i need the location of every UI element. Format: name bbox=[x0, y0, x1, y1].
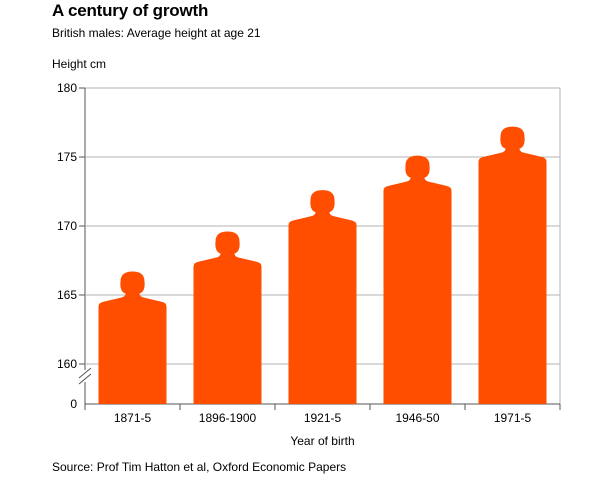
y-tick-label-zero: 0 bbox=[70, 397, 77, 411]
axis-break-mark bbox=[78, 373, 92, 385]
y-tick-label: 175 bbox=[57, 150, 77, 164]
axis-break-mark bbox=[78, 367, 92, 379]
bar-silhouette bbox=[288, 190, 357, 404]
y-axis-label: Height cm bbox=[52, 57, 106, 71]
x-tick-label: 1946-50 bbox=[395, 411, 439, 425]
x-tick-label: 1921-5 bbox=[304, 411, 342, 425]
y-tick-label: 180 bbox=[57, 81, 77, 95]
bar-silhouette bbox=[478, 126, 547, 404]
chart-subtitle: British males: Average height at age 21 bbox=[52, 26, 261, 40]
y-tick-label: 160 bbox=[57, 357, 77, 371]
x-tick-label: 1896-1900 bbox=[199, 411, 257, 425]
x-axis-label: Year of birth bbox=[290, 434, 354, 448]
x-tick-label: 1971-5 bbox=[494, 411, 532, 425]
bar-silhouette bbox=[193, 231, 262, 404]
source-note: Source: Prof Tim Hatton et al, Oxford Ec… bbox=[52, 460, 347, 474]
x-tick-label: 1871-5 bbox=[114, 411, 152, 425]
bar-silhouette bbox=[98, 271, 167, 404]
chart-title: A century of growth bbox=[52, 1, 209, 20]
y-tick-label: 170 bbox=[57, 219, 77, 233]
bar-silhouette bbox=[383, 155, 452, 404]
y-tick-label: 165 bbox=[57, 288, 77, 302]
